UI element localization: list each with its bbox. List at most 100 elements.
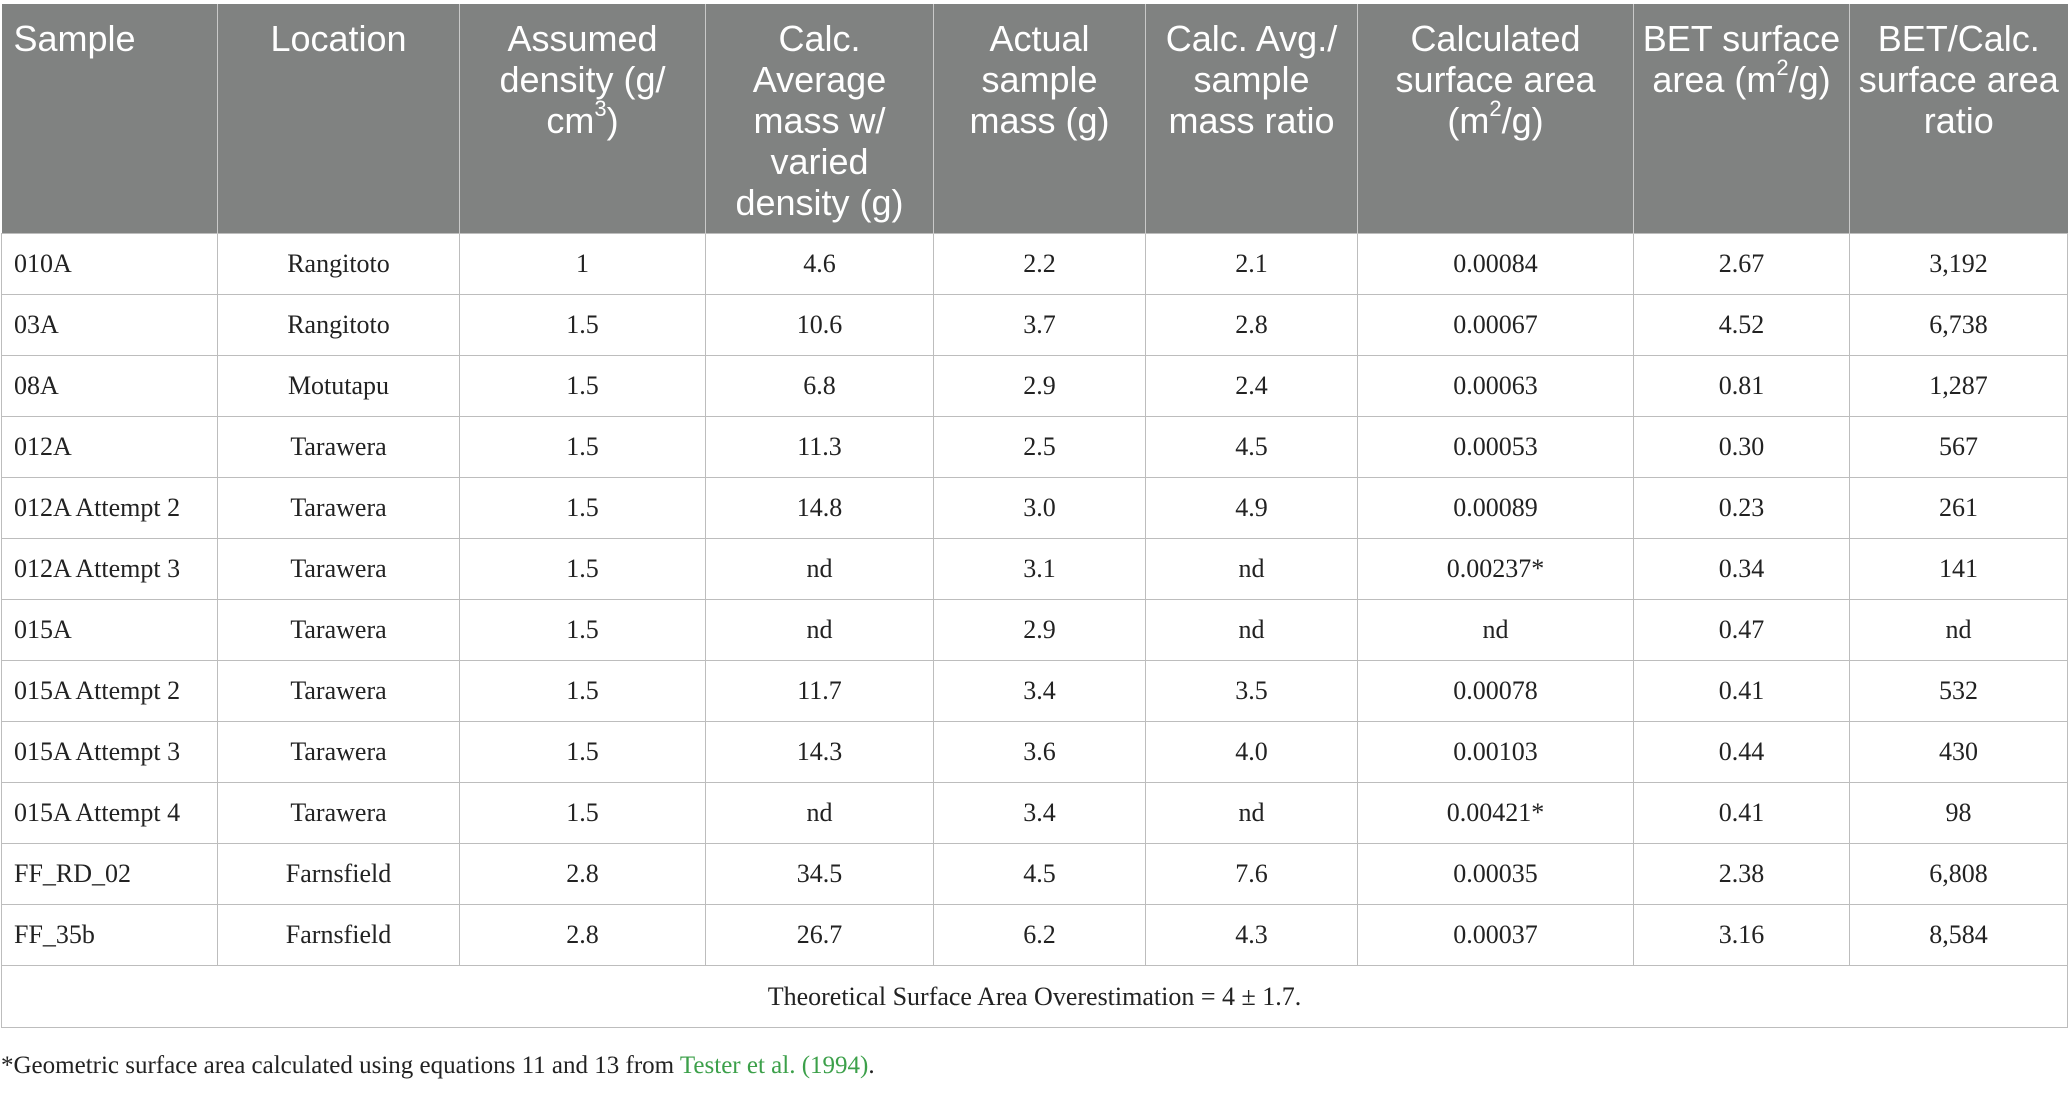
table-cell: 015A Attempt 2 — [1, 660, 218, 722]
table-cell: 3.5 — [1145, 660, 1358, 722]
table-cell: 4.9 — [1145, 477, 1358, 539]
table-cell: 3.6 — [933, 721, 1146, 783]
table-cell: 3.1 — [933, 538, 1146, 600]
table-cell: 430 — [1849, 721, 2068, 783]
table-cell: nd — [1145, 782, 1358, 844]
column-header-label: Calculated surface area (m — [1395, 18, 1596, 141]
table-cell: nd — [1357, 599, 1634, 661]
table-cell: Tarawera — [217, 660, 460, 722]
footnote-reference-link[interactable]: Tester et al. (1994) — [679, 1052, 869, 1079]
table-cell: 1.5 — [459, 660, 706, 722]
column-header-label: BET surface area (m — [1642, 18, 1841, 100]
column-header: Sample — [1, 4, 218, 234]
table-cell: 0.44 — [1633, 721, 1850, 783]
table-cell: Tarawera — [217, 416, 460, 478]
table-row: 012A Tarawera 1.5 11.3 2.5 4.5 0.00053 0.30 567 — [1, 416, 2068, 478]
column-header: Calculated surface area (m2/g) — [1357, 4, 1634, 234]
column-header-suffix: /g) — [1788, 59, 1831, 100]
table-cell: 015A Attempt 3 — [1, 721, 218, 783]
table-cell: 012A — [1, 416, 218, 478]
table-cell: Tarawera — [217, 721, 460, 783]
table-row: 015A Tarawera 1.5 nd 2.9 nd nd 0.47 nd — [1, 599, 2068, 661]
table-cell: nd — [1145, 538, 1358, 600]
table-row: 012A Attempt 2 Tarawera 1.5 14.8 3.0 4.9 0.000… — [1, 477, 2068, 539]
table-cell: 34.5 — [705, 843, 934, 905]
column-header-superscript: 2 — [1776, 55, 1789, 80]
table-cell: 11.7 — [705, 660, 934, 722]
table-cell: 2.67 — [1633, 233, 1850, 295]
table-cell: 3.16 — [1633, 904, 1850, 966]
column-header: Assumed density (g/ cm3) — [459, 4, 706, 234]
column-header-label: Location — [270, 18, 407, 59]
table-cell: 1.5 — [459, 416, 706, 478]
footnote-text: *Geometric surface area calculated using… — [1, 1052, 680, 1079]
table-cell: 0.81 — [1633, 355, 1850, 417]
table-cell: Tarawera — [217, 782, 460, 844]
table-cell: 0.47 — [1633, 599, 1850, 661]
table-cell: 0.00078 — [1357, 660, 1634, 722]
column-header-suffix: ) — [606, 100, 619, 141]
footnote-end: . — [868, 1052, 875, 1079]
table-cell: Tarawera — [217, 599, 460, 661]
table-cell: 0.41 — [1633, 660, 1850, 722]
table-cell: 2.5 — [933, 416, 1146, 478]
table-cell: nd — [705, 599, 934, 661]
table-cell: 012A Attempt 3 — [1, 538, 218, 600]
table-cell: 98 — [1849, 782, 2068, 844]
column-header: Calc. Average mass w/ varied density (g) — [705, 4, 934, 234]
table-cell: 0.41 — [1633, 782, 1850, 844]
table-cell: 08A — [1, 355, 218, 417]
table-cell: Tarawera — [217, 538, 460, 600]
table-cell: 0.00035 — [1357, 843, 1634, 905]
table-cell: 0.00067 — [1357, 294, 1634, 356]
column-header-label: BET/Calc. surface area ratio — [1858, 18, 2059, 141]
column-header-label: Actual sample mass (g) — [969, 18, 1110, 141]
table-cell: 261 — [1849, 477, 2068, 539]
table-cell: 8,584 — [1849, 904, 2068, 966]
table-cell: 2.1 — [1145, 233, 1358, 295]
table-cell: FF_35b — [1, 904, 218, 966]
table-cell: 4.3 — [1145, 904, 1358, 966]
table-row: 012A Attempt 3 Tarawera 1.5 nd 3.1 nd 0.00237*… — [1, 538, 2068, 600]
table-cell: 1.5 — [459, 782, 706, 844]
table-cell: 567 — [1849, 416, 2068, 478]
table-row: 010A Rangitoto 1 4.6 2.2 2.1 0.00084 2.67 3,192 — [1, 233, 2068, 295]
table-cell: 0.30 — [1633, 416, 1850, 478]
table-cell: 4.52 — [1633, 294, 1850, 356]
table-row: 015A Attempt 3 Tarawera 1.5 14.3 3.6 4.0 0.001… — [1, 721, 2068, 783]
table-cell: 2.4 — [1145, 355, 1358, 417]
table-cell: 012A Attempt 2 — [1, 477, 218, 539]
column-header-superscript: 3 — [594, 96, 607, 121]
table-cell: 3.7 — [933, 294, 1146, 356]
table-cell: 0.00053 — [1357, 416, 1634, 478]
table-cell: 010A — [1, 233, 218, 295]
table-cell: 0.00089 — [1357, 477, 1634, 539]
table-cell: 3.0 — [933, 477, 1146, 539]
table-cell: 2.9 — [933, 599, 1146, 661]
column-header-label: Calc. Average mass w/ varied density (g) — [735, 18, 904, 223]
table-cell: 3.4 — [933, 782, 1146, 844]
table-row: 015A Attempt 2 Tarawera 1.5 11.7 3.4 3.5 0.000… — [1, 660, 2068, 722]
table-cell: Rangitoto — [217, 294, 460, 356]
column-header-label: Assumed density (g/ cm — [499, 18, 666, 141]
table-cell: 2.2 — [933, 233, 1146, 295]
table-cell: 141 — [1849, 538, 2068, 600]
table-cell: FF_RD_02 — [1, 843, 218, 905]
table-cell: 1.5 — [459, 355, 706, 417]
table-cell: 6.2 — [933, 904, 1146, 966]
table-cell: 1.5 — [459, 294, 706, 356]
table-row: 08A Motutapu 1.5 6.8 2.9 2.4 0.00063 0.81 1,287 — [1, 355, 2068, 417]
table-cell: nd — [1145, 599, 1358, 661]
table-cell: 4.0 — [1145, 721, 1358, 783]
table-cell: 0.00084 — [1357, 233, 1634, 295]
data-table-container: Sample Location Assumed density (g/ cm3) Ca… — [1, 4, 2068, 1028]
table-cell: 0.00037 — [1357, 904, 1634, 966]
table-cell: nd — [705, 538, 934, 600]
column-header-label: Sample — [13, 18, 136, 59]
column-header: BET surface area (m2/g) — [1633, 4, 1850, 234]
table-cell: 3,192 — [1849, 233, 2068, 295]
table-cell: 532 — [1849, 660, 2068, 722]
table-cell: 2.9 — [933, 355, 1146, 417]
table-cell: 0.00237* — [1357, 538, 1634, 600]
table-cell: 0.00421* — [1357, 782, 1634, 844]
